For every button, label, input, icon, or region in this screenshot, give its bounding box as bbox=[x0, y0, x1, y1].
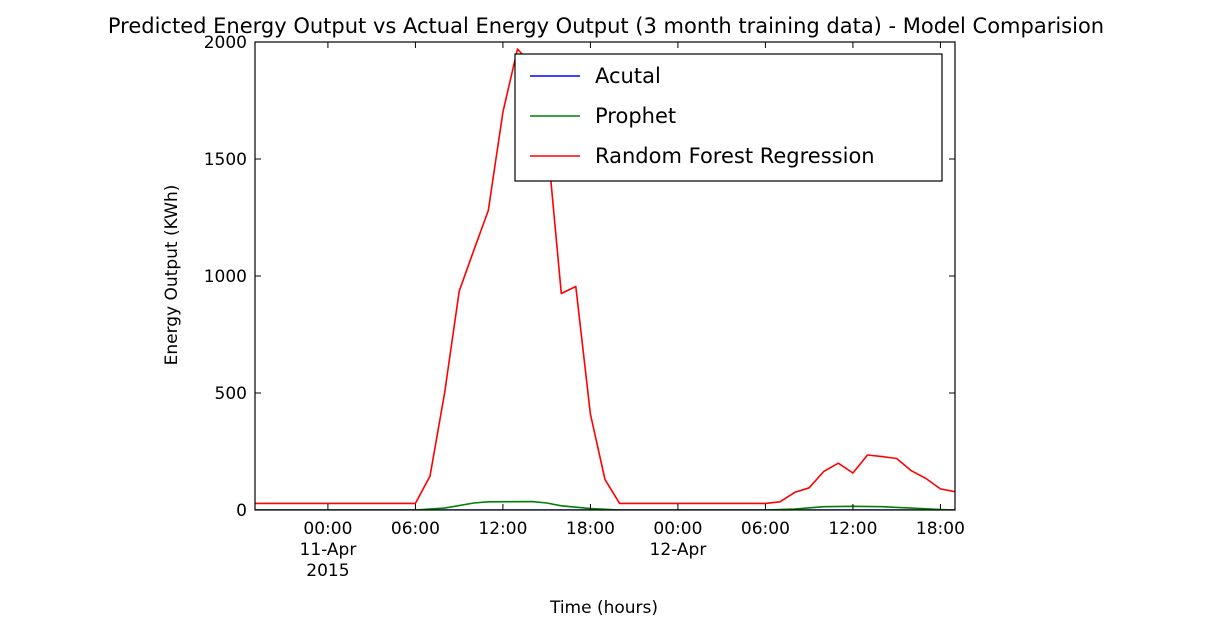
y-tick-label: 0 bbox=[236, 501, 247, 521]
y-tick-label: 500 bbox=[215, 384, 247, 404]
x-tick-label: 12:00 bbox=[478, 519, 527, 539]
x-axis-label: Time (hours) bbox=[549, 598, 658, 618]
x-tick-label: 2015 bbox=[306, 561, 349, 581]
legend-label-1: Acutal bbox=[595, 64, 661, 88]
y-tick-label: 1000 bbox=[204, 267, 247, 287]
x-tick-label: 18:00 bbox=[916, 519, 965, 539]
series-line-3 bbox=[255, 48, 955, 505]
chart-title: Predicted Energy Output vs Actual Energy… bbox=[108, 14, 1104, 38]
x-tick-label: 00:00 bbox=[303, 519, 352, 539]
x-tick-label: 12-Apr bbox=[650, 540, 707, 560]
x-tick-label: 00:00 bbox=[653, 519, 702, 539]
y-axis-label: Energy Output (KWh) bbox=[162, 185, 182, 366]
x-tick-label: 18:00 bbox=[566, 519, 615, 539]
legend: Acutal Prophet Random Forest Regression bbox=[514, 53, 943, 182]
y-tick-label: 1500 bbox=[204, 150, 247, 170]
legend-label-2: Prophet bbox=[595, 104, 676, 128]
x-tick-label: 12:00 bbox=[828, 519, 877, 539]
y-tick-label: 2000 bbox=[204, 33, 247, 53]
legend-box bbox=[514, 53, 943, 182]
series-group bbox=[255, 48, 955, 510]
x-tick-label: 11-Apr bbox=[300, 540, 357, 560]
series-line-2 bbox=[255, 500, 955, 510]
x-tick-label: 06:00 bbox=[741, 519, 790, 539]
x-tick-label: 06:00 bbox=[391, 519, 440, 539]
legend-label-3: Random Forest Regression bbox=[595, 144, 875, 168]
